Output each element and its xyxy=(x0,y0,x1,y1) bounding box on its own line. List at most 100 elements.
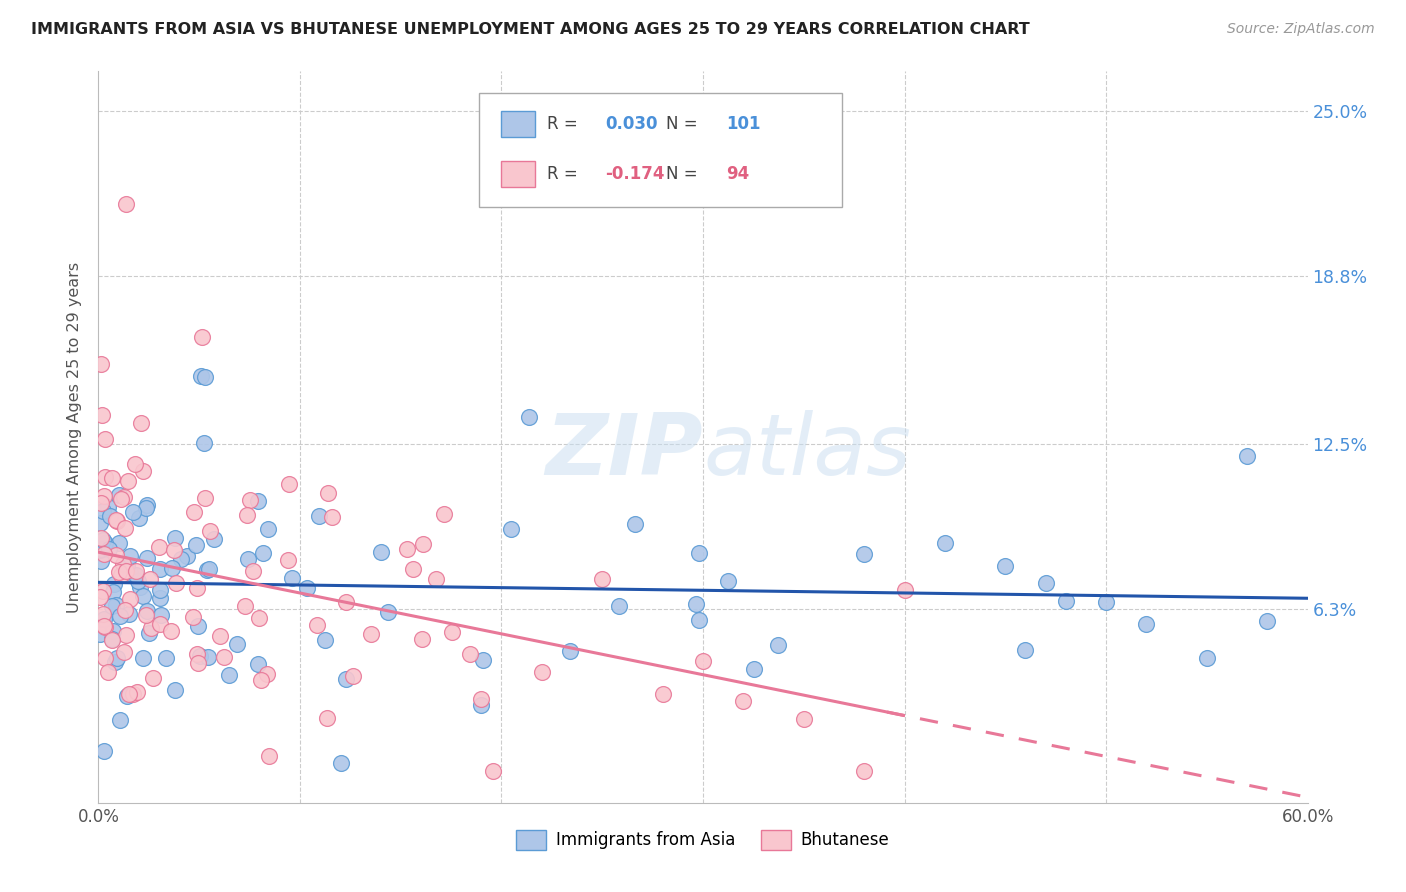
Point xyxy=(330,756,353,770)
Point xyxy=(190,368,212,383)
Point xyxy=(252,546,274,560)
Point xyxy=(142,672,165,686)
Point xyxy=(149,591,172,605)
Point xyxy=(105,651,128,665)
Point xyxy=(256,666,278,681)
Point xyxy=(135,607,157,622)
Point xyxy=(139,573,162,587)
Point xyxy=(104,513,127,527)
Point xyxy=(120,549,142,563)
Text: R =: R = xyxy=(547,165,583,183)
Point xyxy=(247,494,270,508)
Point xyxy=(184,538,207,552)
Point xyxy=(89,626,111,640)
Point xyxy=(225,637,247,651)
Point xyxy=(93,536,115,550)
Point xyxy=(132,650,155,665)
Point xyxy=(197,650,219,665)
Point xyxy=(482,764,505,778)
Point xyxy=(188,649,211,664)
Point xyxy=(187,656,209,670)
Point xyxy=(1014,642,1036,657)
Point xyxy=(440,624,463,639)
Point xyxy=(125,564,148,578)
Point xyxy=(994,559,1017,574)
Point xyxy=(110,568,132,582)
FancyBboxPatch shape xyxy=(501,161,534,187)
Point xyxy=(295,581,318,595)
Point xyxy=(591,572,613,586)
Point xyxy=(360,627,382,641)
Point xyxy=(117,474,139,488)
Point xyxy=(114,602,136,616)
Point xyxy=(472,653,495,667)
Point xyxy=(128,511,150,525)
Point xyxy=(242,564,264,578)
Point xyxy=(97,665,120,679)
Point xyxy=(150,608,173,623)
Text: 94: 94 xyxy=(725,165,749,183)
Point xyxy=(281,571,304,585)
Point xyxy=(530,665,553,679)
Point xyxy=(853,547,876,561)
Point xyxy=(104,548,127,562)
Point xyxy=(193,436,215,450)
Point xyxy=(411,632,433,647)
Point xyxy=(187,619,209,633)
Point xyxy=(90,553,112,567)
Point xyxy=(128,580,150,594)
Point xyxy=(108,536,131,550)
Point xyxy=(335,672,357,686)
Point xyxy=(108,713,131,727)
Point xyxy=(105,514,128,528)
Point xyxy=(194,491,217,506)
Point xyxy=(250,673,273,687)
Point xyxy=(90,409,112,423)
Point xyxy=(148,540,170,554)
Point xyxy=(186,581,208,595)
Point xyxy=(104,655,127,669)
Point xyxy=(110,491,132,506)
Point xyxy=(89,590,111,604)
Point xyxy=(176,549,198,564)
Point xyxy=(208,630,231,644)
Point xyxy=(132,589,155,603)
Point xyxy=(733,693,755,707)
Point xyxy=(186,647,208,661)
Point xyxy=(101,599,124,613)
Point xyxy=(768,638,790,652)
Point xyxy=(97,500,120,515)
Point xyxy=(181,610,204,624)
Point xyxy=(115,564,138,578)
Point xyxy=(135,500,157,515)
Point xyxy=(893,583,915,598)
Point xyxy=(165,576,187,591)
Point xyxy=(321,510,343,524)
Point xyxy=(155,651,177,665)
Point xyxy=(470,691,492,706)
Point xyxy=(183,505,205,519)
Point xyxy=(1095,595,1118,609)
Point xyxy=(89,516,111,531)
Point xyxy=(1135,616,1157,631)
Point xyxy=(120,591,142,606)
Point xyxy=(688,546,710,560)
Point xyxy=(401,562,423,576)
Point xyxy=(149,562,172,576)
Point xyxy=(195,563,218,577)
Point xyxy=(115,689,138,703)
Point xyxy=(94,470,117,484)
Text: atlas: atlas xyxy=(703,410,911,493)
Point xyxy=(519,410,541,425)
Point xyxy=(162,561,184,575)
Point xyxy=(165,682,187,697)
Point xyxy=(305,618,328,632)
Point xyxy=(149,616,172,631)
Point xyxy=(127,574,149,588)
Point xyxy=(470,698,492,713)
Point xyxy=(93,619,115,633)
Point xyxy=(314,633,336,648)
Point xyxy=(277,477,299,491)
Point xyxy=(412,537,434,551)
Point xyxy=(115,558,138,573)
